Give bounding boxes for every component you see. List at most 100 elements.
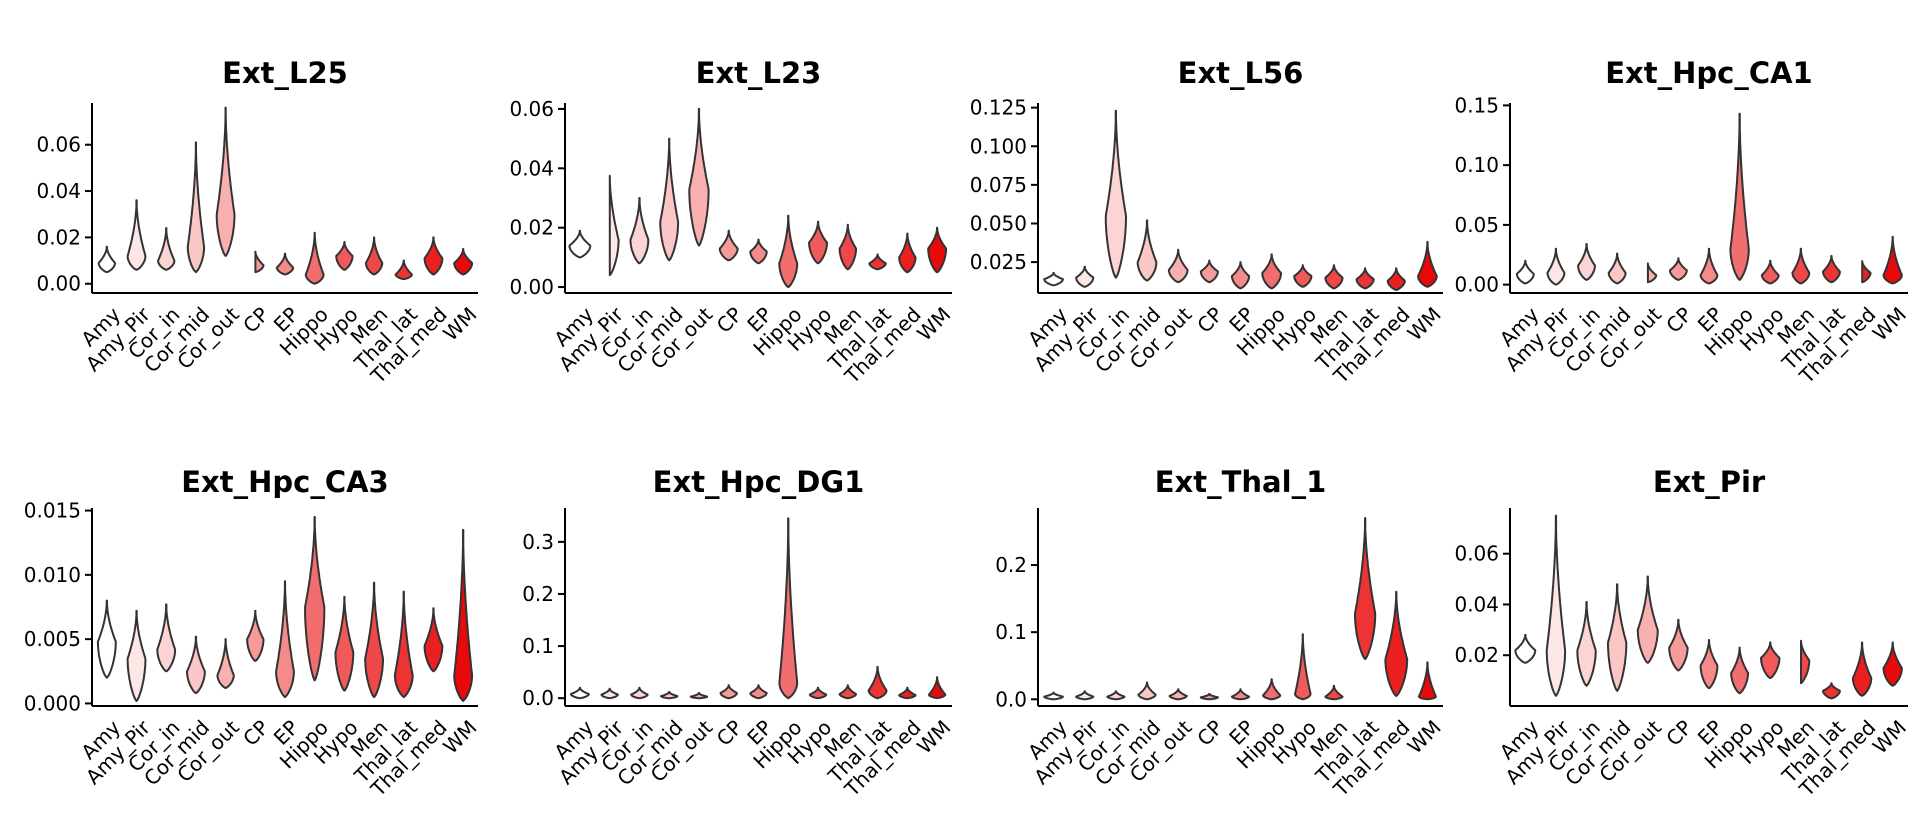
- violin-amy-pir: [1546, 247, 1566, 286]
- violin-cor-out: [1168, 688, 1188, 701]
- violin-cor-mid: [186, 635, 206, 695]
- y-tick-label: 0.1: [522, 634, 554, 658]
- y-tick-label: 0.05: [1454, 213, 1499, 237]
- chart-panel-ext-l25: Ext_L250.000.020.040.06AmyAmy_PirCor_inC…: [36, 56, 481, 389]
- violin-amy-pir: [1075, 265, 1095, 288]
- x-tick-label: WM: [912, 302, 955, 345]
- x-tick-label: CP: [1192, 715, 1227, 750]
- violin-hypo: [334, 595, 355, 692]
- violin-thal-lat: [393, 590, 414, 698]
- violin-cp: [254, 250, 265, 274]
- violin-thal-med: [1861, 260, 1872, 284]
- violin-men: [1324, 684, 1344, 701]
- violin-cor-in: [156, 603, 177, 673]
- y-tick-label: 0.06: [509, 97, 554, 121]
- violin-cp: [1199, 692, 1219, 701]
- violin-hippo: [304, 516, 326, 682]
- x-tick-label: WM: [1868, 302, 1911, 345]
- violin-wm: [453, 528, 474, 702]
- y-tick-label: 0.000: [24, 691, 81, 715]
- violin-cor-mid: [186, 141, 206, 274]
- violin-cor-out: [1167, 248, 1189, 284]
- violin-thal-lat: [1355, 267, 1375, 290]
- violin-thal-med: [423, 236, 444, 276]
- y-tick-label: 0.100: [970, 134, 1027, 158]
- x-tick-label: CP: [1661, 302, 1696, 337]
- chart-panel-ext-l23: Ext_L230.000.020.040.06AmyAmy_PirCor_inC…: [509, 56, 955, 389]
- chart-title: Ext_L25: [222, 56, 348, 90]
- violin-ep: [1230, 688, 1251, 701]
- violin-amy: [1514, 633, 1537, 664]
- chart-panel-ext-hpc-ca1: Ext_Hpc_CA10.000.050.100.15AmyAmy_PirCor…: [1454, 56, 1911, 389]
- violin-cor-out: [688, 107, 710, 247]
- y-tick-label: 0.04: [509, 156, 554, 180]
- violin-cor-mid: [1607, 252, 1627, 285]
- chart-panel-ext-hpc-dg1: Ext_Hpc_DG10.00.10.20.3AmyAmy_PirCor_inC…: [522, 465, 955, 802]
- violin-thal-med: [1384, 590, 1409, 697]
- violin-cp: [719, 684, 738, 700]
- violin-amy-pir: [1545, 514, 1567, 697]
- violin-men: [1800, 639, 1811, 685]
- violin-hippo: [778, 214, 799, 289]
- violin-hippo: [1261, 253, 1282, 290]
- x-tick-label: WM: [438, 715, 481, 758]
- chart-panel-ext-l56: Ext_L560.0250.0500.0750.1000.125AmyAmy_P…: [970, 56, 1446, 389]
- violin-amy: [96, 599, 117, 679]
- y-tick-label: 0.2: [995, 553, 1027, 577]
- y-tick-label: 0.00: [1454, 273, 1499, 297]
- violin-amy: [568, 229, 592, 259]
- y-tick-label: 0.06: [36, 133, 81, 157]
- violin-men: [838, 684, 857, 700]
- violin-amy-pir: [126, 199, 147, 271]
- violin-wm: [1417, 661, 1437, 701]
- y-tick-label: 0.00: [509, 275, 554, 299]
- y-tick-label: 0.0: [522, 686, 554, 710]
- chart-title: Ext_Pir: [1653, 465, 1766, 499]
- violin-amy-pir: [600, 687, 619, 700]
- x-tick-label: WM: [438, 302, 481, 345]
- violin-wm: [927, 676, 947, 700]
- chart-title: Ext_Hpc_CA3: [181, 465, 389, 499]
- violin-cp: [1199, 259, 1219, 284]
- violin-cp: [1668, 618, 1689, 672]
- violin-amy-pir: [1075, 690, 1095, 701]
- y-tick-label: 0.15: [1454, 93, 1499, 117]
- violin-thal-med: [1851, 641, 1873, 697]
- y-tick-label: 0.10: [1454, 153, 1499, 177]
- violin-ep: [1230, 261, 1251, 290]
- violin-thal-med: [898, 232, 917, 274]
- violin-cp: [246, 609, 265, 662]
- y-tick-label: 0.015: [24, 499, 81, 523]
- violin-ep: [1699, 639, 1719, 690]
- violin-hypo: [1760, 641, 1781, 680]
- x-tick-label: WM: [1403, 715, 1446, 758]
- y-tick-label: 0.010: [24, 563, 81, 587]
- violin-cor-mid: [659, 137, 680, 262]
- violin-amy: [97, 245, 116, 274]
- violin-cor-out: [689, 692, 709, 700]
- violin-wm: [927, 226, 947, 274]
- violin-men: [838, 223, 857, 271]
- violin-hippo: [778, 517, 799, 700]
- x-tick-label: CP: [1192, 302, 1227, 337]
- violin-ep: [275, 580, 295, 698]
- violin-cor-mid: [1136, 219, 1158, 282]
- violin-cor-in: [157, 227, 176, 271]
- y-tick-label: 0.1: [995, 620, 1027, 644]
- violin-hypo: [1294, 633, 1312, 701]
- violin-ep: [749, 684, 768, 700]
- x-tick-label: CP: [1661, 715, 1696, 750]
- x-tick-label: WM: [1403, 302, 1446, 345]
- violin-hypo: [335, 241, 354, 271]
- violin-thal-lat: [867, 665, 888, 700]
- violin-cor-in: [1106, 690, 1126, 701]
- violin-cor-in: [630, 686, 649, 700]
- violin-hypo: [1293, 264, 1313, 288]
- chart-title: Ext_L23: [696, 56, 822, 90]
- violin-hippo: [1262, 678, 1282, 701]
- chart-title: Ext_Hpc_DG1: [653, 465, 865, 499]
- violin-wm: [1417, 241, 1438, 288]
- y-tick-label: 0.025: [970, 250, 1027, 274]
- violin-ep: [1699, 247, 1719, 285]
